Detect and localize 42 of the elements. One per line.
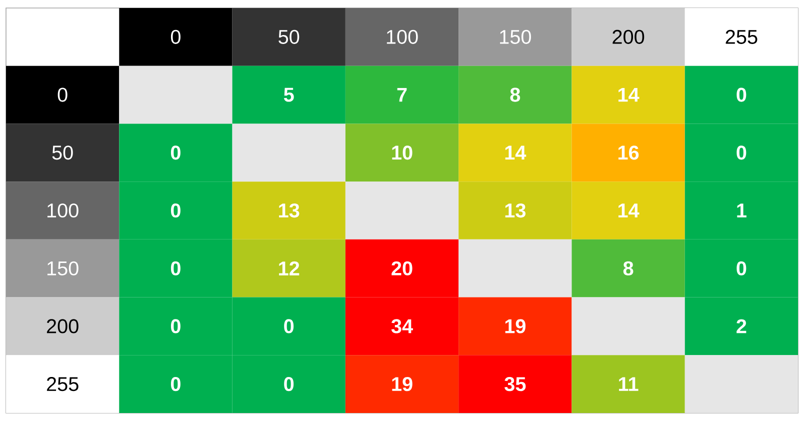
data-label: 5 — [284, 88, 294, 102]
data-label: 0 — [170, 377, 180, 392]
data-label: 14 — [618, 88, 640, 102]
data-label: 0 — [736, 146, 746, 160]
data-label: 7 — [397, 88, 407, 102]
y-tick-label: 255 — [46, 377, 78, 392]
data-label: 8 — [510, 88, 520, 102]
data-label: 11 — [619, 377, 638, 391]
data-label: 0 — [170, 203, 180, 218]
x-tick-label: 100 — [386, 30, 418, 44]
data-label: 1 — [737, 204, 746, 218]
x-tick-label: 255 — [726, 30, 758, 44]
data-label: 8 — [623, 261, 634, 276]
data-label: 14 — [505, 146, 526, 160]
data-label: 16 — [618, 146, 639, 160]
x-tick-label: 50 — [278, 30, 300, 44]
data-label: 12 — [279, 261, 300, 276]
y-tick-label: 50 — [52, 146, 73, 160]
data-label: 0 — [170, 319, 180, 334]
y-tick-label: 0 — [58, 88, 68, 102]
y-tick-label: 200 — [46, 319, 78, 334]
x-tick-label: 0 — [170, 30, 180, 44]
data-label: 10 — [392, 146, 412, 160]
data-label: 19 — [392, 377, 412, 392]
data-label: 0 — [736, 88, 746, 102]
data-label: 0 — [736, 261, 746, 276]
data-label: 35 — [504, 377, 526, 392]
data-label: 20 — [392, 261, 412, 276]
x-tick-label: 200 — [612, 30, 644, 44]
data-label: 0 — [284, 319, 294, 334]
data-label: 19 — [505, 319, 526, 334]
data-label: 0 — [170, 146, 180, 160]
data-label: 0 — [170, 261, 180, 276]
data-label: 34 — [391, 319, 413, 334]
data-label: 2 — [736, 319, 746, 334]
y-tick-label: 100 — [47, 203, 78, 218]
x-tick-label: 150 — [500, 30, 531, 44]
data-label: 13 — [279, 203, 300, 218]
data-label: 14 — [618, 204, 640, 218]
y-tick-label: 150 — [47, 261, 78, 276]
data-label: 13 — [505, 203, 526, 218]
data-label: 0 — [284, 377, 294, 392]
